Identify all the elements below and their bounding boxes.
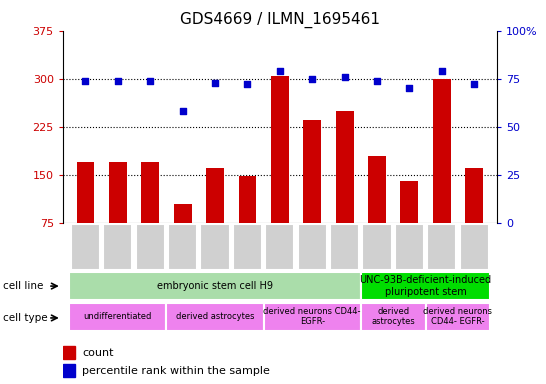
Point bbox=[405, 85, 414, 91]
Point bbox=[114, 78, 122, 84]
Point bbox=[81, 78, 90, 84]
Point bbox=[372, 78, 381, 84]
Bar bbox=[239, 176, 256, 271]
FancyBboxPatch shape bbox=[460, 223, 489, 270]
Point bbox=[470, 81, 478, 88]
FancyBboxPatch shape bbox=[425, 303, 490, 331]
FancyBboxPatch shape bbox=[69, 303, 167, 331]
Point bbox=[211, 79, 219, 86]
Bar bbox=[400, 181, 418, 271]
FancyBboxPatch shape bbox=[265, 223, 294, 270]
FancyBboxPatch shape bbox=[361, 303, 425, 331]
Bar bbox=[141, 162, 159, 271]
FancyBboxPatch shape bbox=[427, 223, 456, 270]
FancyBboxPatch shape bbox=[361, 272, 490, 300]
FancyBboxPatch shape bbox=[395, 223, 424, 270]
FancyBboxPatch shape bbox=[167, 303, 264, 331]
Text: derived neurons
CD44- EGFR-: derived neurons CD44- EGFR- bbox=[424, 307, 492, 326]
Bar bbox=[304, 120, 321, 271]
Text: count: count bbox=[82, 348, 114, 358]
Point bbox=[308, 76, 317, 82]
Bar bbox=[368, 156, 386, 271]
Bar bbox=[76, 162, 94, 271]
FancyBboxPatch shape bbox=[330, 223, 359, 270]
Bar bbox=[63, 364, 75, 377]
Point bbox=[275, 68, 284, 74]
Bar bbox=[174, 204, 192, 271]
Point bbox=[179, 108, 187, 114]
FancyBboxPatch shape bbox=[363, 223, 391, 270]
Text: cell type: cell type bbox=[3, 313, 48, 323]
Bar bbox=[465, 168, 483, 271]
Point bbox=[243, 81, 252, 88]
Text: derived
astrocytes: derived astrocytes bbox=[371, 307, 415, 326]
Text: undifferentiated: undifferentiated bbox=[84, 312, 152, 321]
Point bbox=[146, 78, 155, 84]
FancyBboxPatch shape bbox=[264, 303, 361, 331]
Text: derived astrocytes: derived astrocytes bbox=[176, 312, 254, 321]
Point bbox=[437, 68, 446, 74]
Text: percentile rank within the sample: percentile rank within the sample bbox=[82, 366, 270, 376]
FancyBboxPatch shape bbox=[135, 223, 165, 270]
Bar bbox=[433, 79, 450, 271]
FancyBboxPatch shape bbox=[103, 223, 133, 270]
FancyBboxPatch shape bbox=[69, 272, 361, 300]
Title: GDS4669 / ILMN_1695461: GDS4669 / ILMN_1695461 bbox=[180, 12, 380, 28]
FancyBboxPatch shape bbox=[71, 223, 100, 270]
FancyBboxPatch shape bbox=[298, 223, 327, 270]
Text: derived neurons CD44-
EGFR-: derived neurons CD44- EGFR- bbox=[264, 307, 361, 326]
Text: UNC-93B-deficient-induced
pluripotent stem: UNC-93B-deficient-induced pluripotent st… bbox=[359, 275, 491, 297]
Bar bbox=[336, 111, 353, 271]
Text: embryonic stem cell H9: embryonic stem cell H9 bbox=[157, 281, 273, 291]
Bar bbox=[63, 346, 75, 359]
Point bbox=[340, 74, 349, 80]
Bar bbox=[109, 162, 127, 271]
Bar bbox=[206, 168, 224, 271]
FancyBboxPatch shape bbox=[233, 223, 262, 270]
FancyBboxPatch shape bbox=[200, 223, 230, 270]
FancyBboxPatch shape bbox=[168, 223, 197, 270]
Bar bbox=[271, 76, 289, 271]
Text: cell line: cell line bbox=[3, 281, 43, 291]
